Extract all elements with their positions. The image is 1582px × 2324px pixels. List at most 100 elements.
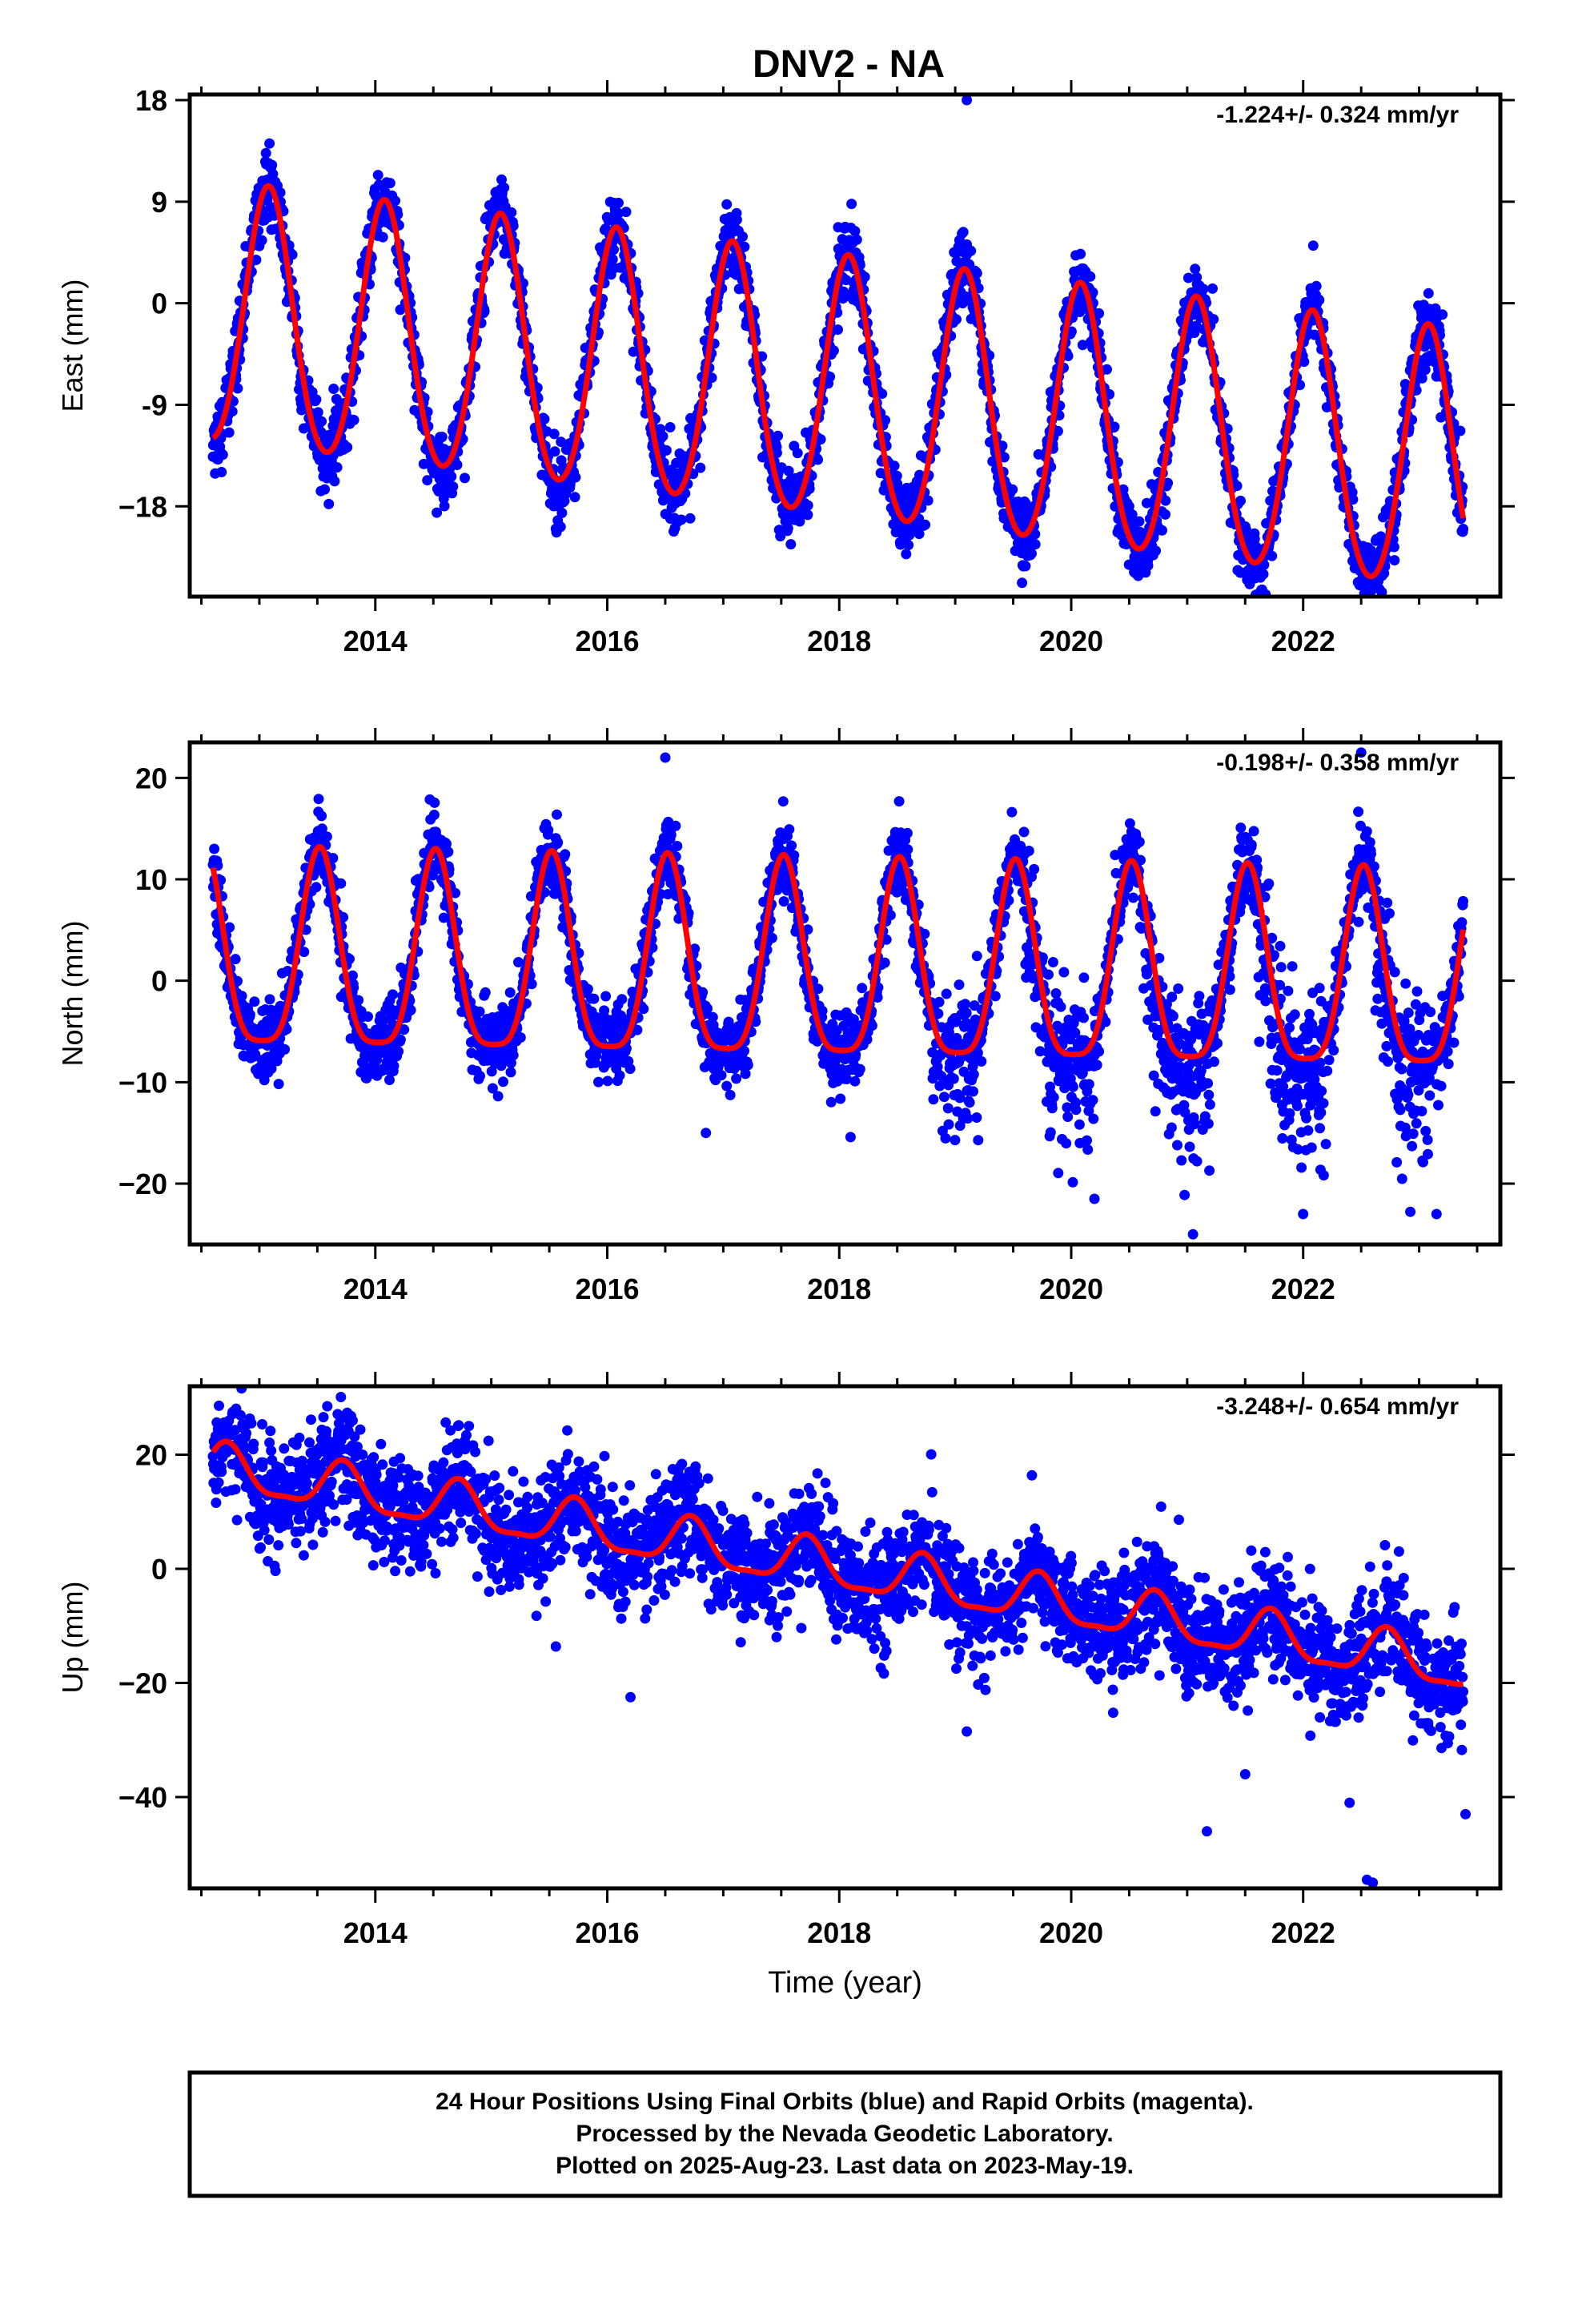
east-y-tick-label: 0 [151, 287, 167, 320]
east-point [849, 226, 861, 237]
north-point [299, 947, 310, 958]
east-point [342, 442, 353, 452]
east-point [815, 434, 826, 445]
east-point [1062, 351, 1074, 361]
east-point [1235, 495, 1246, 506]
east-point [920, 519, 931, 530]
east-point [813, 454, 823, 465]
east-point [1314, 295, 1325, 306]
east-frame [187, 92, 1503, 599]
north-point [670, 820, 681, 831]
east-point [217, 449, 228, 460]
north-point [813, 983, 824, 995]
east-point [802, 500, 813, 511]
east-point [685, 513, 696, 524]
east-point [1307, 240, 1319, 251]
east-point [1160, 509, 1170, 520]
north-point [363, 1011, 373, 1022]
east-point [1389, 555, 1400, 566]
east-point [706, 372, 717, 384]
east-point [783, 465, 794, 476]
east-point [251, 255, 262, 265]
east-point [958, 227, 969, 238]
north-point [209, 843, 220, 854]
north-point [543, 825, 554, 836]
north-point [515, 1032, 526, 1043]
east-point [1258, 569, 1269, 580]
east-outlier-point [962, 94, 973, 106]
east-point [851, 234, 862, 245]
east-point [1150, 545, 1162, 557]
north-point [526, 979, 537, 990]
east-point [1231, 480, 1243, 492]
east-point [782, 523, 793, 534]
east-point [877, 388, 888, 400]
east-point [1109, 421, 1120, 432]
north-point [665, 830, 677, 840]
east-point [998, 452, 1010, 463]
north-point [335, 878, 347, 889]
east-point [329, 476, 340, 487]
east-x-tick-label: 2020 [1039, 625, 1103, 657]
east-point [256, 235, 267, 246]
east-point [1075, 248, 1086, 259]
east-point [792, 448, 803, 459]
north-point [624, 1063, 636, 1075]
east-point [1376, 586, 1387, 597]
north-point [602, 1076, 613, 1087]
north-point [388, 1060, 400, 1072]
east-point [737, 231, 748, 242]
east-point [436, 432, 448, 443]
east-y-tick-label: 18 [135, 84, 167, 117]
east-point [499, 182, 510, 193]
east-point [549, 446, 560, 457]
east-point [771, 448, 782, 458]
north-point [429, 797, 440, 808]
east-x-tick-label: 2016 [575, 625, 639, 657]
north-point [475, 1071, 485, 1082]
east-point [794, 516, 805, 527]
north-point [854, 1063, 865, 1075]
east-point [913, 529, 925, 540]
east-point [539, 413, 550, 424]
east-point [889, 460, 900, 472]
north-point [504, 987, 516, 998]
north-point [552, 837, 564, 848]
north-point [600, 991, 612, 1002]
east-point [1388, 541, 1399, 553]
east-point [1157, 525, 1167, 536]
north-point [716, 1070, 727, 1081]
north-point [825, 1096, 837, 1108]
east-point [731, 214, 742, 225]
north-point [387, 989, 398, 1000]
east-point [1259, 559, 1270, 570]
east-point [1182, 272, 1194, 283]
east-point [739, 241, 750, 252]
east-point [319, 484, 331, 495]
east-point [460, 472, 470, 484]
east-point [785, 539, 797, 550]
east-point [260, 147, 271, 159]
east-point [802, 509, 813, 521]
east-x-tick-label: 2018 [807, 625, 871, 657]
north-point [498, 1076, 508, 1088]
east-point [1162, 477, 1174, 489]
north-point [405, 1004, 416, 1015]
east-point [506, 207, 517, 218]
east-point [859, 271, 870, 283]
east-model-line [211, 183, 1467, 580]
east-point [448, 481, 459, 493]
north-point [857, 983, 868, 994]
north-point [236, 991, 247, 1002]
north-point [740, 1068, 751, 1080]
east-point [804, 483, 815, 494]
north-point [786, 840, 797, 851]
north-point [739, 1045, 749, 1056]
east-point [267, 159, 278, 171]
east-point [1030, 539, 1041, 550]
east-point [275, 187, 286, 198]
east-point [608, 244, 619, 255]
east-point [1347, 494, 1359, 505]
east-point [287, 249, 298, 260]
